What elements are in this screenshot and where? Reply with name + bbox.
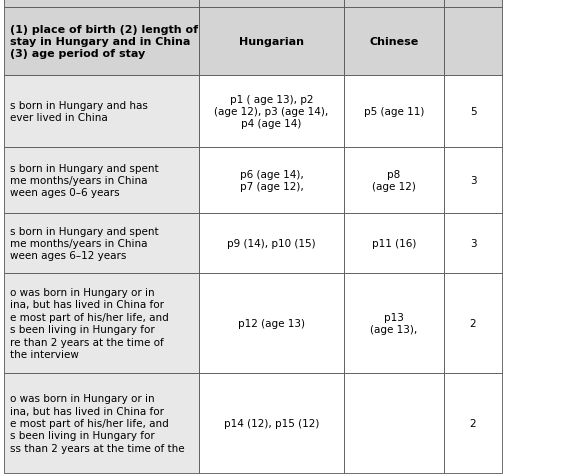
Bar [344, 373, 444, 473]
Text: p5 (age 11): p5 (age 11) [364, 107, 424, 117]
Bar [4, 0, 199, 8]
Text: p11 (16): p11 (16) [372, 238, 416, 248]
Text: Hungarian: Hungarian [239, 37, 304, 47]
Bar [199, 0, 344, 8]
Bar [199, 214, 344, 273]
Bar [199, 148, 344, 214]
Text: Chinese: Chinese [369, 37, 418, 47]
Text: (1) place of birth (2) length of
stay in Hungary and in China
(3) age period of : (1) place of birth (2) length of stay in… [10, 25, 198, 60]
Bar [444, 214, 502, 273]
Bar [199, 273, 344, 373]
Text: s born in Hungary and spent
me months/years in China
ween ages 0–6 years: s born in Hungary and spent me months/ye… [10, 163, 158, 198]
Bar [4, 148, 199, 214]
Bar [4, 8, 199, 76]
Bar [444, 148, 502, 214]
Bar [444, 373, 502, 473]
Text: 2: 2 [470, 318, 477, 328]
Text: 3: 3 [470, 176, 477, 186]
Bar [344, 148, 444, 214]
Bar [199, 76, 344, 148]
Text: 2: 2 [470, 418, 477, 428]
Bar [344, 76, 444, 148]
Text: p6 (age 14),
p7 (age 12),: p6 (age 14), p7 (age 12), [240, 169, 303, 192]
Bar [4, 76, 199, 148]
Bar [344, 273, 444, 373]
Bar [4, 373, 199, 473]
Bar [444, 0, 502, 8]
Bar [199, 8, 344, 76]
Text: o was born in Hungary or in
ina, but has lived in China for
e most part of his/h: o was born in Hungary or in ina, but has… [10, 288, 169, 359]
Text: 3: 3 [470, 238, 477, 248]
Text: s born in Hungary and has
ever lived in China: s born in Hungary and has ever lived in … [10, 100, 148, 123]
Bar [344, 8, 444, 76]
Text: s born in Hungary and spent
me months/years in China
ween ages 6–12 years: s born in Hungary and spent me months/ye… [10, 226, 158, 261]
Bar [4, 273, 199, 373]
Bar [4, 214, 199, 273]
Bar [444, 8, 502, 76]
Text: p14 (12), p15 (12): p14 (12), p15 (12) [224, 418, 319, 428]
Bar [444, 273, 502, 373]
Bar [344, 214, 444, 273]
Bar [344, 0, 444, 8]
Bar [199, 373, 344, 473]
Text: p13
(age 13),: p13 (age 13), [371, 312, 417, 335]
Text: p12 (age 13): p12 (age 13) [238, 318, 305, 328]
Bar [444, 76, 502, 148]
Text: 5: 5 [470, 107, 477, 117]
Text: p8
(age 12): p8 (age 12) [372, 169, 416, 192]
Text: p1 ( age 13), p2
(age 12), p3 (age 14),
p4 (age 14): p1 ( age 13), p2 (age 12), p3 (age 14), … [214, 94, 329, 129]
Text: p9 (14), p10 (15): p9 (14), p10 (15) [227, 238, 316, 248]
Text: o was born in Hungary or in
ina, but has lived in China for
e most part of his/h: o was born in Hungary or in ina, but has… [10, 393, 184, 453]
